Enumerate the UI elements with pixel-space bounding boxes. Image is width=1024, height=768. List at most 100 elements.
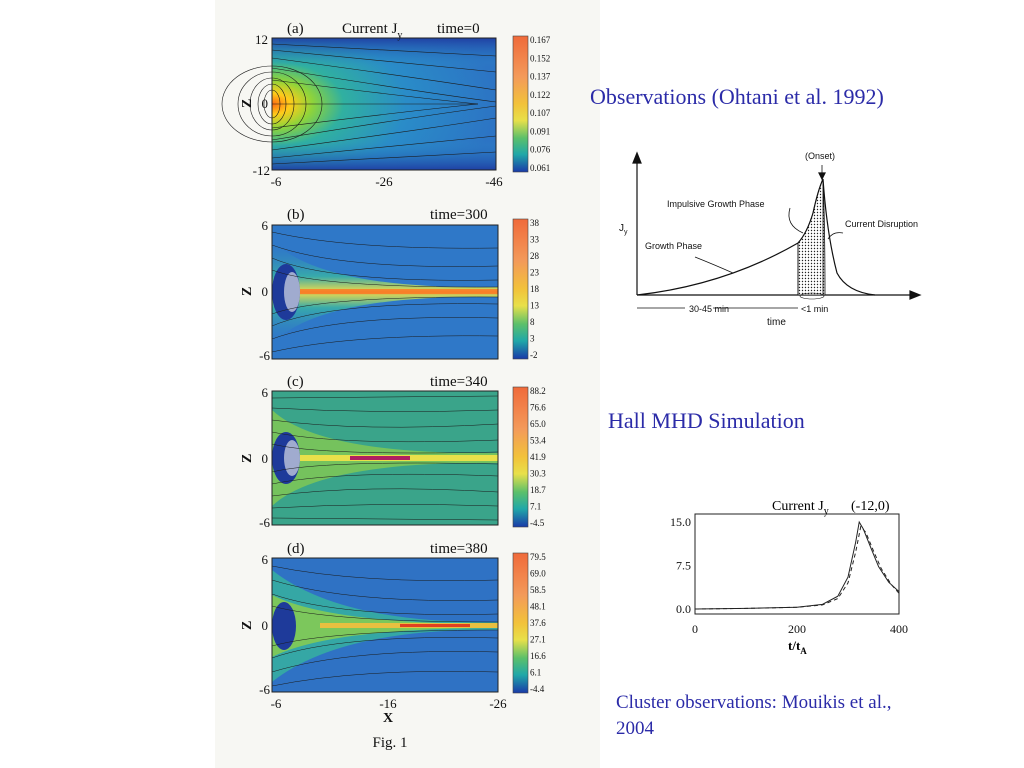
cluster-y-tick: 7.5 xyxy=(676,559,691,573)
ohtani-curve xyxy=(636,178,876,296)
panel-c xyxy=(271,386,529,528)
colorbar-tick-label: 18.7 xyxy=(530,485,546,495)
hall-simulation-title: Hall MHD Simulation xyxy=(608,408,805,433)
panel-d-xtick: -6 xyxy=(271,696,282,711)
colorbar-tick-label: 16.6 xyxy=(530,651,546,661)
panel-c-z-label: Z xyxy=(240,454,255,463)
colorbar-b xyxy=(512,218,529,360)
ohtani-disruption-label: Current Disruption xyxy=(845,219,918,229)
colorbar-tick-label: 48.1 xyxy=(530,602,546,612)
ohtani-diagram: Jy (Onset) Impulsive Growth Phase Growth… xyxy=(619,151,922,328)
panel-d-label: (d) xyxy=(287,541,305,557)
panel-a-time: time=0 xyxy=(437,21,480,37)
panel-d-ztick: 6 xyxy=(262,552,269,567)
colorbar-tick-label: 41.9 xyxy=(530,452,546,462)
panel-d-xtick: -16 xyxy=(379,696,397,711)
colorbar-tick-label: 65.0 xyxy=(530,419,546,429)
ohtani-impulsive-label: Impulsive Growth Phase xyxy=(667,199,765,209)
colorbar-d xyxy=(512,552,529,694)
ohtani-onset-label: (Onset) xyxy=(805,151,835,161)
cluster-plot-title: Current Jy xyxy=(772,499,829,517)
colorbar-tick-label: 33 xyxy=(530,235,540,245)
colorbar-tick-label: 37.6 xyxy=(530,618,546,628)
colorbar-tick-label: 58.5 xyxy=(530,585,546,595)
panel-c-ztick: -6 xyxy=(259,515,270,530)
panel-b-time: time=300 xyxy=(430,207,488,223)
panel-b-ztick: 0 xyxy=(262,284,269,299)
colorbar-tick-label: 30.3 xyxy=(530,469,546,479)
colorbar-tick-label: 0.091 xyxy=(530,126,550,136)
panel-a-z-label: Z xyxy=(240,99,255,108)
colorbar-tick-label: 13 xyxy=(530,301,540,311)
colorbar-tick-label: 0.107 xyxy=(530,108,551,118)
colorbar-tick-label: 7.1 xyxy=(530,502,541,512)
panel-a-ztick: 12 xyxy=(255,32,268,47)
panel-c-label: (c) xyxy=(287,374,304,390)
cluster-x-tick: 0 xyxy=(692,622,698,636)
panel-b-fieldlines xyxy=(271,231,499,353)
panel-d-ztick: 0 xyxy=(262,618,269,633)
colorbar-tick-label: -2 xyxy=(530,350,538,360)
x-axis-label: X xyxy=(383,711,393,726)
cluster-series-group xyxy=(694,520,900,610)
cluster-x-label: t/tA xyxy=(788,638,807,656)
colorbar-tick-label: 79.5 xyxy=(530,552,546,562)
cluster-x-tick: 200 xyxy=(788,622,806,636)
cluster-ticks: 0 200 400 15.0 7.5 0.0 xyxy=(670,515,908,636)
panel-a-xtick: -46 xyxy=(485,174,503,189)
figure-caption: Fig. 1 xyxy=(372,735,407,751)
ohtani-growth-label: Growth Phase xyxy=(645,241,702,251)
panel-d-xtick: -26 xyxy=(489,696,507,711)
colorbar-tick-label: 27.1 xyxy=(530,635,546,645)
colorbar-tick-label: 0.076 xyxy=(530,145,551,155)
colorbar-tick-label: 69.0 xyxy=(530,569,546,579)
colorbar-tick-label: 18 xyxy=(530,284,540,294)
panel-a-title: Current Jy xyxy=(342,21,402,41)
colorbar-tick-label: 3 xyxy=(530,334,535,344)
cluster-current-chart: 0 200 400 15.0 7.5 0.0 Current Jy (-12,0) t/t… xyxy=(670,499,908,656)
panel-d xyxy=(271,552,529,694)
panel-d-ztick: -6 xyxy=(259,682,270,697)
colorbar-tick-label: 76.6 xyxy=(530,403,546,413)
colorbar-tick-label: -4.5 xyxy=(530,518,545,528)
ohtani-duration-2: <1 min xyxy=(801,304,828,314)
panel-a-ztick: -12 xyxy=(253,163,270,178)
colorbar-a xyxy=(512,35,529,173)
cluster-series-line-2 xyxy=(694,525,900,610)
colorbar-tick-label: 0.061 xyxy=(530,163,550,173)
panel-b-ztick: 6 xyxy=(262,218,269,233)
colorbar-tick-label: 28 xyxy=(530,251,540,261)
panel-c-fieldlines xyxy=(271,395,499,521)
panel-d-fieldlines xyxy=(271,565,499,687)
panel-a-xtick: -6 xyxy=(271,174,282,189)
colorbar-tick-label: 8 xyxy=(530,317,535,327)
ohtani-time-label: time xyxy=(767,317,786,328)
panel-c-time: time=340 xyxy=(430,374,488,390)
cluster-y-tick: 0.0 xyxy=(676,602,691,616)
observations-title: Observations (Ohtani et al. 1992) xyxy=(590,84,884,109)
panel-a-ztick: 0 xyxy=(262,96,269,111)
cluster-plot-frame xyxy=(694,513,900,615)
cluster-x-tick: 400 xyxy=(890,622,908,636)
cluster-plot-position: (-12,0) xyxy=(851,499,890,514)
panel-c-ztick: 6 xyxy=(262,385,269,400)
colorbar-tick-label: 0.122 xyxy=(530,90,550,100)
colorbar-tick-label: 88.2 xyxy=(530,386,546,396)
colorbar-tick-label: 0.167 xyxy=(530,35,551,45)
panel-d-z-label: Z xyxy=(240,621,255,630)
panel-a xyxy=(221,35,529,173)
colorbar-labels: 0.167 0.152 0.137 0.122 0.107 0.091 0.076 0.061… xyxy=(530,35,551,694)
colorbar-tick-label: 23 xyxy=(530,268,540,278)
panel-a-label: (a) xyxy=(287,21,304,37)
panel-c-ztick: 0 xyxy=(262,451,269,466)
cluster-y-tick: 15.0 xyxy=(670,515,691,529)
panel-b-z-label: Z xyxy=(240,287,255,296)
colorbar-tick-label: 0.152 xyxy=(530,53,550,63)
cluster-caption: Cluster observations: Mouikis et al., 20… xyxy=(616,692,892,739)
colorbar-tick-label: 6.1 xyxy=(530,668,541,678)
panel-a-xtick: -26 xyxy=(375,174,393,189)
cluster-series-line-1 xyxy=(694,520,900,610)
colorbar-tick-label: -4.4 xyxy=(530,684,545,694)
panel-b-label: (b) xyxy=(287,207,305,223)
